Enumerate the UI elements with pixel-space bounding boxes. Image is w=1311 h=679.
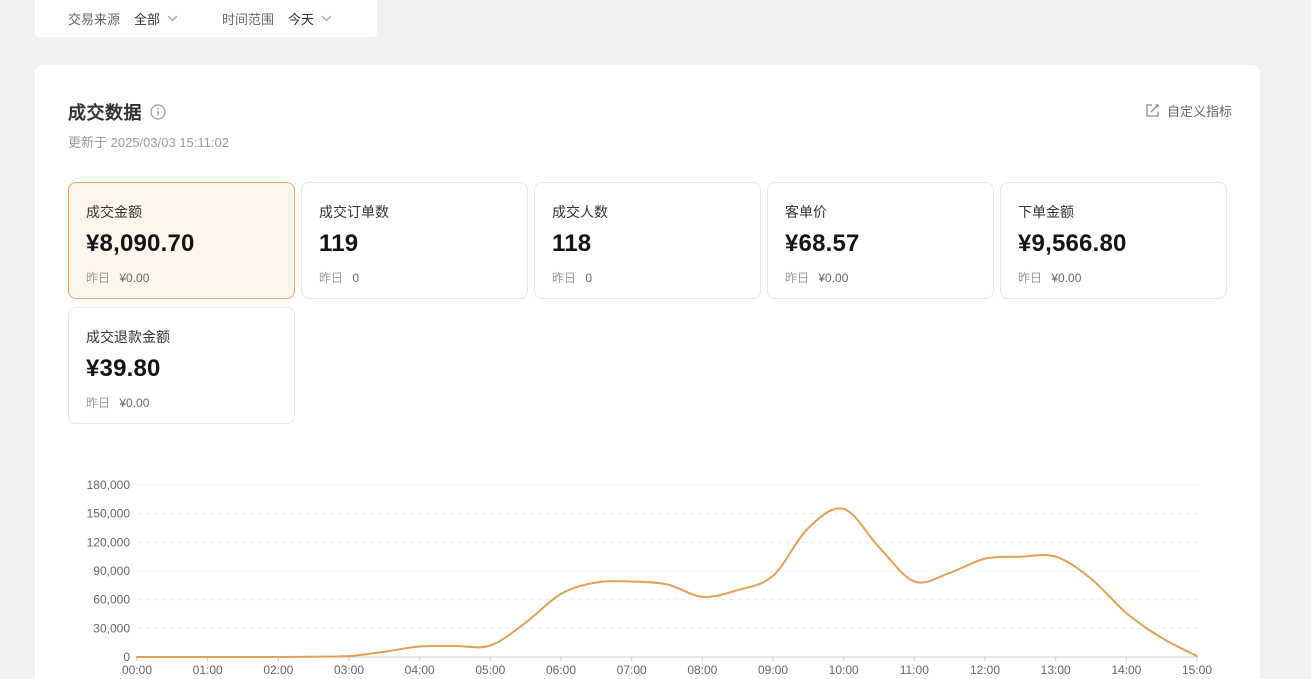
customize-metrics-label: 自定义指标 <box>1166 104 1232 119</box>
svg-text:00:00: 00:00 <box>122 663 152 677</box>
svg-text:90,000: 90,000 <box>93 564 130 578</box>
yesterday-value: ¥0.00 <box>818 271 849 285</box>
chevron-down-icon <box>321 15 332 22</box>
metric-value: 119 <box>319 230 359 257</box>
svg-text:150,000: 150,000 <box>87 507 131 521</box>
svg-text:15:00: 15:00 <box>1182 663 1212 677</box>
yesterday-label: 昨日 <box>1018 271 1046 285</box>
page-title: 成交数据 <box>68 103 142 123</box>
metric-value: ¥9,566.80 <box>1018 230 1127 257</box>
yesterday-value: 0 <box>352 271 360 285</box>
yesterday-label: 昨日 <box>86 396 114 410</box>
yesterday-value: ¥0.00 <box>1051 271 1082 285</box>
metric-yesterday: 昨日 ¥0.00 <box>785 269 976 286</box>
chevron-down-icon <box>167 15 178 22</box>
time-range-value: 今天 <box>288 12 315 27</box>
edit-icon <box>1146 104 1159 117</box>
svg-text:11:00: 11:00 <box>900 663 929 677</box>
svg-text:12:00: 12:00 <box>970 663 1000 677</box>
line-chart-canvas: 0 30,000 60,000 90,000 120,000 150,000 180,000… <box>87 478 1213 677</box>
svg-text:14:00: 14:00 <box>1111 663 1141 677</box>
svg-text:180,000: 180,000 <box>87 478 131 492</box>
svg-text:120,000: 120,000 <box>87 535 131 549</box>
transaction-trend-chart: 0 30,000 60,000 90,000 120,000 150,000 180,000… <box>35 470 1260 679</box>
metric-yesterday: 昨日 ¥0.00 <box>86 269 277 286</box>
yesterday-label: 昨日 <box>785 271 813 285</box>
metric-yesterday: 昨日 ¥0.00 <box>1018 269 1209 286</box>
svg-text:08:00: 08:00 <box>687 663 717 677</box>
metric-label: 下单金额 <box>1018 204 1074 220</box>
yesterday-label: 昨日 <box>319 271 347 285</box>
metric-yesterday: 昨日 0 <box>552 269 743 286</box>
metric-label: 成交人数 <box>552 204 608 220</box>
panel-title-row: 成交数据 <box>68 99 166 125</box>
transaction-source-dropdown[interactable]: 交易来源 全部 <box>68 9 178 28</box>
metric-value: ¥8,090.70 <box>86 230 195 257</box>
svg-text:04:00: 04:00 <box>405 663 435 677</box>
metric-label: 成交金额 <box>86 204 142 220</box>
svg-text:07:00: 07:00 <box>617 663 647 677</box>
svg-text:60,000: 60,000 <box>93 593 130 607</box>
yesterday-value: ¥0.00 <box>119 271 150 285</box>
metric-card-1[interactable]: 成交订单数 119 昨日 0 <box>301 182 528 299</box>
yesterday-value: 0 <box>585 271 593 285</box>
time-range-label: 时间范围 <box>222 12 275 27</box>
metric-label: 成交订单数 <box>319 204 389 220</box>
filter-bar: 交易来源 全部 时间范围 今天 <box>35 0 377 37</box>
svg-text:30,000: 30,000 <box>93 621 130 635</box>
svg-text:01:00: 01:00 <box>193 663 223 677</box>
time-range-dropdown[interactable]: 时间范围 今天 <box>222 9 332 28</box>
svg-text:05:00: 05:00 <box>475 663 505 677</box>
svg-text:13:00: 13:00 <box>1041 663 1071 677</box>
yesterday-value: ¥0.00 <box>119 396 150 410</box>
transaction-source-label: 交易来源 <box>68 12 121 27</box>
svg-text:09:00: 09:00 <box>758 663 788 677</box>
svg-text:0: 0 <box>123 650 130 664</box>
metric-card-4[interactable]: 下单金额 ¥9,566.80 昨日 ¥0.00 <box>1000 182 1227 299</box>
metric-cards-row: 成交金额 ¥8,090.70 昨日 ¥0.00 成交订单数 119 昨日 0 成… <box>68 182 1230 424</box>
metric-value: 118 <box>552 230 592 257</box>
metric-label: 客单价 <box>785 204 827 220</box>
yesterday-label: 昨日 <box>552 271 580 285</box>
yesterday-label: 昨日 <box>86 271 114 285</box>
transaction-data-panel: 成交数据 更新于 2025/03/03 15:11:02 自定义指标 成交金额 … <box>35 65 1260 679</box>
svg-text:03:00: 03:00 <box>334 663 364 677</box>
metric-value: ¥68.57 <box>785 230 860 257</box>
metric-yesterday: 昨日 0 <box>319 269 510 286</box>
metric-card-3[interactable]: 客单价 ¥68.57 昨日 ¥0.00 <box>767 182 994 299</box>
info-icon[interactable] <box>150 104 166 120</box>
metric-value: ¥39.80 <box>86 355 161 382</box>
svg-text:10:00: 10:00 <box>829 663 859 677</box>
metric-card-2[interactable]: 成交人数 118 昨日 0 <box>534 182 761 299</box>
svg-text:06:00: 06:00 <box>546 663 576 677</box>
metric-yesterday: 昨日 ¥0.00 <box>86 394 277 411</box>
updated-timestamp: 更新于 2025/03/03 15:11:02 <box>68 135 229 150</box>
svg-text:02:00: 02:00 <box>263 663 293 677</box>
transaction-source-value: 全部 <box>134 12 161 27</box>
customize-metrics-button[interactable]: 自定义指标 <box>1145 101 1232 120</box>
metric-card-0[interactable]: 成交金额 ¥8,090.70 昨日 ¥0.00 <box>68 182 295 299</box>
metric-card-5[interactable]: 成交退款金额 ¥39.80 昨日 ¥0.00 <box>68 307 295 424</box>
metric-label: 成交退款金额 <box>86 329 170 345</box>
